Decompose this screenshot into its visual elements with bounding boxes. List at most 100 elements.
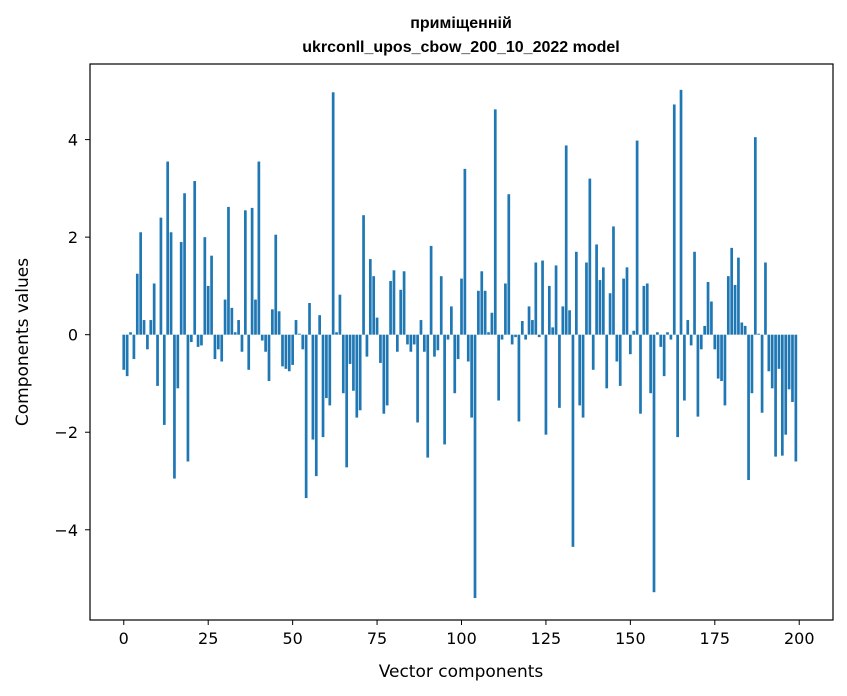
y-tick-label: 0 [68, 326, 78, 345]
x-tick-label: 175 [700, 629, 731, 648]
bar-component-198 [791, 334, 794, 402]
bar-component-116 [514, 334, 517, 338]
bar-component-129 [558, 334, 561, 408]
bar-component-26 [210, 255, 213, 335]
bar-component-178 [723, 334, 727, 406]
bar-component-17 [179, 242, 183, 335]
bar-component-104 [473, 334, 477, 599]
bar-component-41 [260, 334, 264, 341]
bar-component-14 [169, 232, 173, 335]
bar-component-166 [683, 334, 686, 401]
bar-component-92 [433, 334, 436, 357]
bar-component-99 [456, 334, 460, 360]
bar-component-2 [129, 332, 132, 335]
bar-component-21 [193, 181, 197, 335]
bar-component-120 [527, 306, 531, 335]
bar-component-133 [571, 334, 575, 547]
chart-title-line-2: ukrconll_upos_cbow_200_10_2022 model [302, 39, 619, 56]
bar-component-18 [183, 193, 186, 335]
bar-component-83 [402, 271, 406, 335]
bar-component-175 [713, 334, 717, 350]
y-axis-label: Components values [13, 258, 33, 426]
bar-component-186 [750, 334, 754, 394]
bar-component-135 [578, 334, 582, 406]
bar-component-39 [254, 299, 257, 335]
bar-component-165 [679, 89, 683, 335]
bar-component-38 [250, 207, 254, 335]
bar-component-48 [284, 334, 288, 369]
bar-component-185 [747, 334, 750, 481]
bar-component-172 [703, 325, 707, 335]
bar-component-164 [676, 334, 679, 438]
bar-component-35 [240, 334, 244, 352]
bar-component-84 [406, 334, 409, 345]
bar-component-127 [551, 327, 555, 335]
bar-component-152 [635, 140, 639, 335]
bar-component-67 [348, 334, 352, 364]
bar-component-54 [304, 334, 308, 499]
bar-component-70 [358, 334, 362, 411]
bar-component-82 [399, 289, 403, 335]
bar-component-105 [477, 290, 480, 335]
bar-component-154 [642, 285, 646, 335]
bar-component-141 [598, 280, 602, 335]
bars-group [122, 89, 798, 599]
bar-component-163 [672, 104, 676, 335]
bar-component-96 [446, 334, 450, 340]
x-tick-label: 125 [531, 629, 562, 648]
bar-component-46 [277, 311, 281, 335]
bar-component-153 [639, 334, 642, 414]
bar-component-114 [507, 194, 511, 335]
bar-component-146 [615, 334, 619, 362]
bar-component-97 [450, 306, 453, 335]
bar-component-42 [264, 334, 267, 352]
bar-component-72 [365, 334, 369, 357]
bar-component-47 [281, 334, 284, 367]
bar-component-91 [429, 245, 433, 335]
bar-component-29 [220, 334, 224, 362]
bar-component-59 [321, 334, 325, 438]
x-tick-label: 75 [367, 629, 387, 648]
bar-component-68 [352, 334, 355, 391]
bar-component-159 [659, 334, 663, 347]
bar-component-190 [764, 262, 767, 335]
y-tick-label: −2 [54, 423, 78, 442]
bar-component-137 [585, 262, 588, 335]
bar-component-56 [311, 334, 315, 440]
bar-component-157 [652, 334, 656, 593]
bar-component-139 [591, 334, 595, 370]
bar-component-102 [466, 334, 470, 362]
bar-component-168 [689, 334, 693, 346]
bar-component-169 [693, 251, 696, 335]
bar-component-110 [493, 109, 497, 335]
bar-component-20 [189, 334, 193, 342]
bar-component-6 [142, 320, 146, 335]
bar-component-195 [780, 334, 784, 456]
bar-component-64 [338, 294, 342, 335]
bar-component-16 [176, 334, 180, 389]
bar-component-182 [737, 257, 740, 335]
bar-component-119 [524, 334, 528, 340]
bar-component-51 [294, 320, 298, 335]
y-tick-label: 2 [68, 228, 78, 247]
bar-component-19 [186, 334, 190, 462]
bar-component-151 [632, 330, 636, 335]
bar-component-132 [568, 310, 571, 335]
bar-component-93 [436, 334, 440, 351]
bar-component-1 [125, 334, 129, 377]
y-axis-ticks: −4 −2 0 2 4 [54, 131, 90, 540]
bar-component-160 [662, 334, 666, 377]
bar-component-150 [629, 334, 632, 355]
bar-component-181 [733, 284, 737, 335]
bar-component-122 [534, 262, 538, 335]
bar-component-76 [379, 334, 382, 363]
bar-component-33 [233, 332, 237, 335]
bar-component-61 [328, 334, 332, 406]
bar-component-187 [753, 137, 757, 335]
bar-component-115 [510, 334, 514, 345]
bar-component-0 [122, 334, 126, 370]
bar-component-81 [395, 334, 399, 352]
bar-component-88 [419, 320, 423, 335]
bar-component-4 [135, 273, 139, 335]
bar-component-74 [372, 276, 376, 335]
